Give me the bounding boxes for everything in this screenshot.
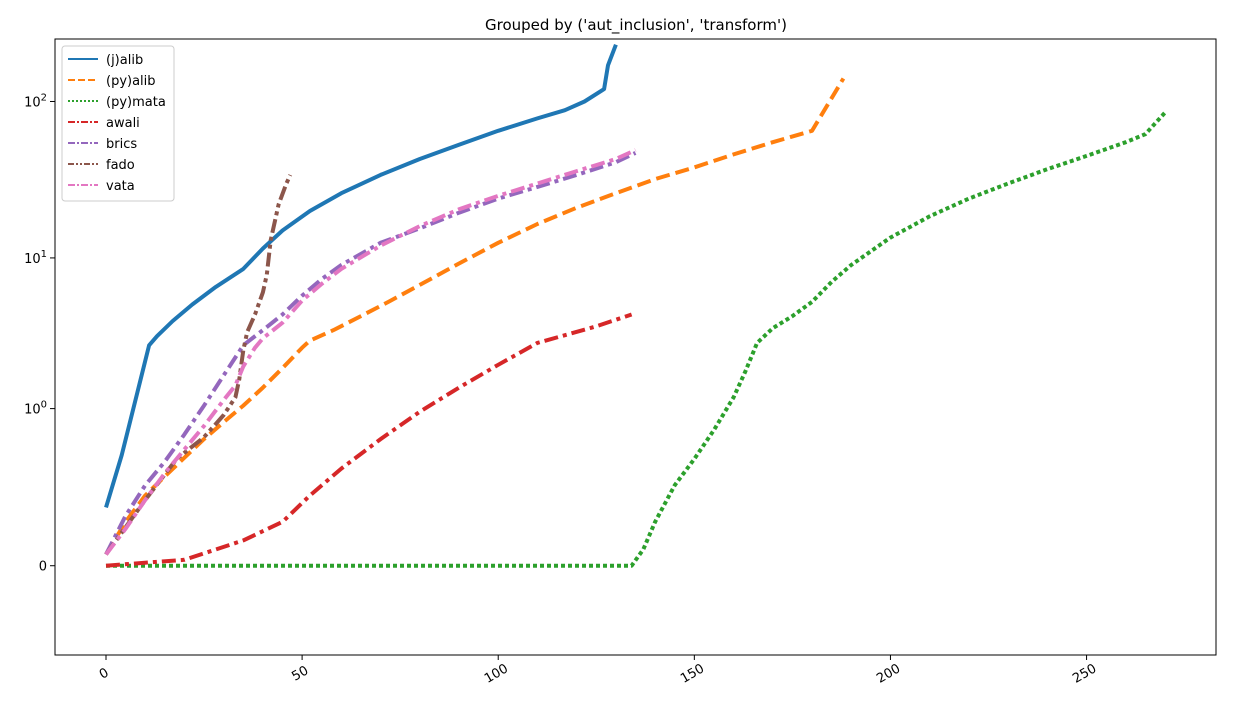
x-tick-label: 100 — [482, 661, 511, 686]
series-line-brics — [104, 151, 637, 556]
y-tick-label: 0 — [39, 560, 47, 575]
x-tick-label: 250 — [1070, 661, 1099, 686]
x-tick-label: 50 — [289, 663, 311, 684]
y-tick-label: 102 — [24, 92, 47, 110]
legend-box — [61, 45, 175, 202]
legend-label: (j)alib — [106, 53, 143, 68]
y-tick-label: 101 — [24, 249, 47, 267]
legend-label: (py)mata — [106, 95, 166, 110]
y-axis: 0 100 101 102 — [24, 92, 55, 575]
plot-area-frame — [54, 38, 1217, 656]
plot-lines — [104, 43, 1167, 568]
chart-title: Grouped by ('aut_inclusion', 'transform'… — [485, 16, 787, 35]
series-line-vata — [104, 148, 637, 556]
series-line-fado — [104, 174, 293, 556]
legend-label: brics — [106, 137, 137, 152]
x-tick-label: 200 — [874, 661, 903, 686]
x-tick-label: 0 — [97, 665, 112, 682]
x-tick-label: 150 — [678, 661, 707, 686]
series-line-j-alib — [104, 43, 618, 508]
series-line-awali — [105, 312, 633, 568]
legend-label: awali — [106, 116, 140, 131]
series-line-py-alib — [104, 77, 846, 556]
legend: (j)alib (py)alib (py)mata awali brics fado vat… — [61, 45, 175, 202]
series-line-py-mata — [106, 111, 1167, 568]
legend-label: vata — [106, 179, 135, 194]
x-axis: 0 50 100 150 200 250 — [97, 655, 1099, 687]
legend-label: (py)alib — [106, 74, 156, 89]
y-tick-label: 100 — [24, 400, 47, 418]
legend-label: fado — [106, 158, 135, 173]
